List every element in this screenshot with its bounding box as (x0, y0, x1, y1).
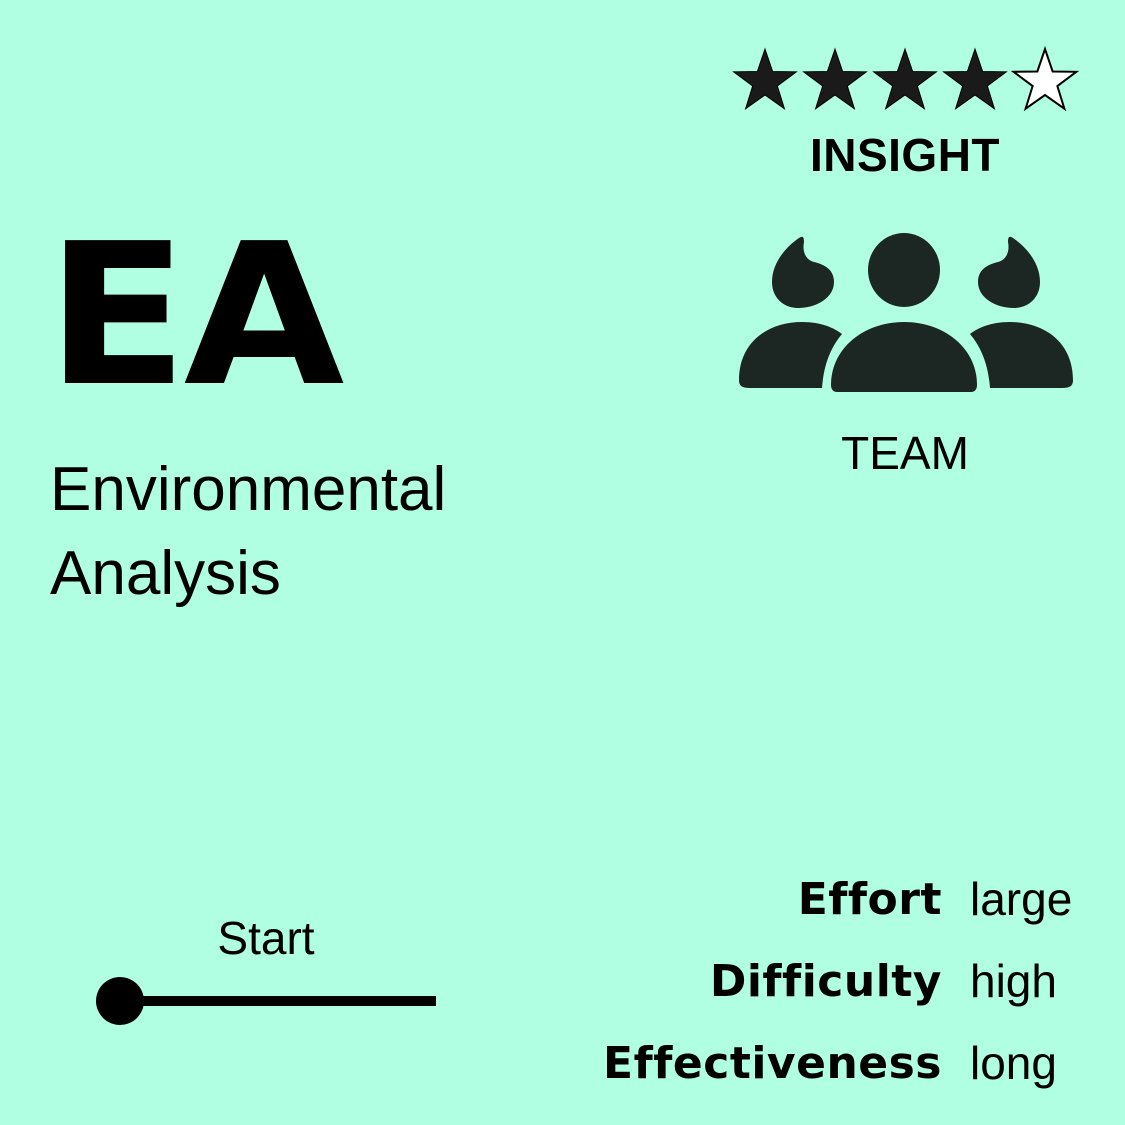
stage-label: Start (217, 912, 315, 964)
stage-marker (96, 977, 144, 1025)
star-filled-icon (872, 47, 938, 110)
metric-value: long (970, 1037, 1057, 1089)
stage-track-line (120, 996, 436, 1006)
team-icon (736, 230, 1076, 400)
method-title-line-2: Analysis (50, 539, 281, 608)
star-filled-icon (942, 47, 1008, 110)
rating-stars (730, 40, 1080, 120)
method-abbreviation: EA (46, 202, 344, 430)
metric-row-effort: Effort large (560, 858, 1100, 940)
metric-value: high (970, 955, 1057, 1007)
metric-value: large (970, 873, 1073, 925)
method-title-line-1: Environmental (50, 455, 447, 524)
metric-key: Difficulty (709, 955, 942, 1007)
metric-row-difficulty: Difficulty high (560, 940, 1100, 1022)
metric-row-effectiveness: Effectiveness long (560, 1022, 1100, 1104)
category-label: INSIGHT (809, 129, 1001, 181)
star-filled-icon (802, 47, 868, 110)
star-empty-icon (1010, 45, 1080, 112)
star-filled-icon (732, 47, 798, 110)
team-label: TEAM (841, 427, 969, 479)
stage-indicator: Start (90, 905, 450, 1035)
metric-key: Effectiveness (603, 1037, 942, 1089)
metric-key: Effort (797, 873, 942, 925)
method-title: Environmental Analysis (50, 448, 610, 616)
metrics-list: Effort large Difficulty high Effectivene… (560, 858, 1100, 1104)
